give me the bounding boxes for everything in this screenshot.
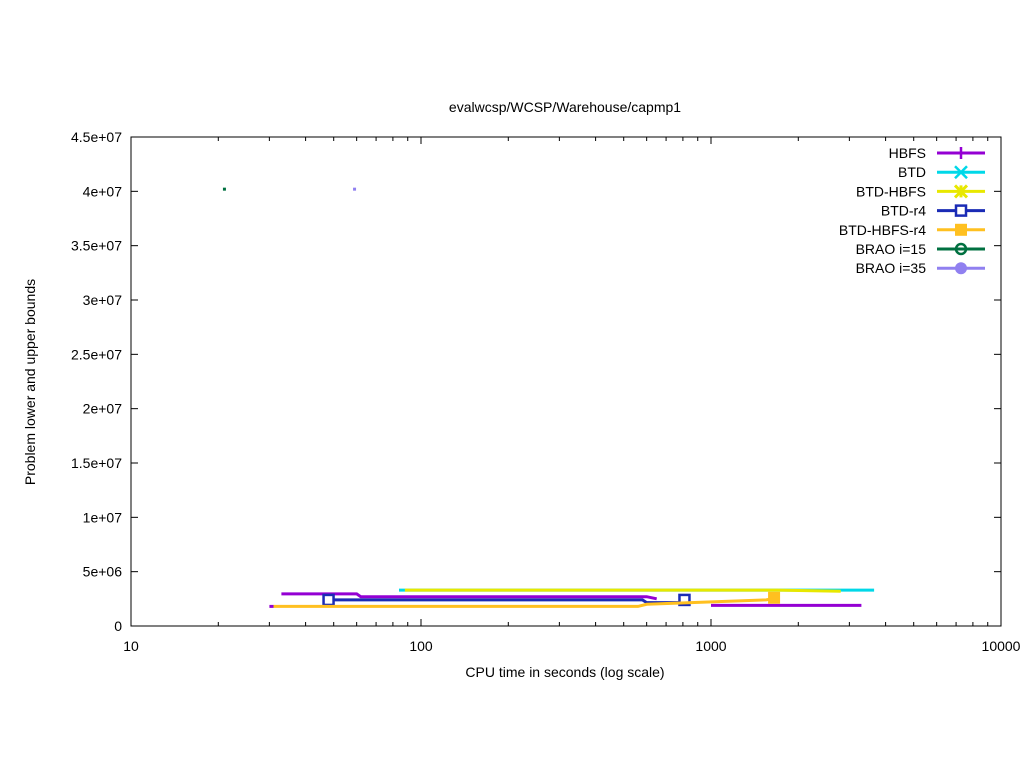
x-tick-label: 10000 [982,638,1021,654]
y-tick-label: 3e+07 [83,292,123,308]
y-tick-label: 1.5e+07 [71,455,122,471]
legend-label: HBFS [889,145,926,161]
series-line [328,598,685,605]
plot-marks [222,187,875,608]
data-point [955,223,967,236]
y-tick-label: 5e+06 [83,564,123,580]
legend-label: BTD [898,164,926,180]
legend-item: HBFS [889,145,985,161]
y-tick-label: 2.5e+07 [71,346,122,362]
data-point [955,262,967,275]
legend-item: BRAO i=15 [856,241,985,257]
y-tick-label: 1e+07 [83,509,123,525]
x-tick-label: 10 [123,638,139,654]
y-tick-label: 3.5e+07 [71,238,122,254]
legend-label: BTD-HBFS-r4 [839,222,926,238]
data-point [954,165,968,180]
data-point [678,593,691,607]
chart-title: evalwcsp/WCSP/Warehouse/capmp1 [449,99,681,115]
series-line [281,592,658,601]
data-point [953,184,969,199]
x-axis: 10 100 1000 10000 [123,137,1021,654]
series-6 [353,187,357,191]
series-4 [273,591,781,608]
data-point [954,242,968,256]
x-tick-label: 100 [409,638,433,654]
data-point [768,591,781,604]
y-tick-label: 4.5e+07 [71,129,122,145]
data-point [322,593,335,607]
legend-label: BTD-HBFS [856,183,926,199]
series-5 [222,187,226,191]
y-axis-label: Problem lower and upper bounds [22,279,38,485]
legend-label: BRAO i=35 [856,260,927,276]
legend-item: BRAO i=35 [856,260,985,276]
legend-item: BTD-HBFS [856,183,985,199]
legend-label: BTD-r4 [881,203,926,219]
data-point [222,187,226,191]
y-tick-label: 4e+07 [83,183,123,199]
x-axis-label: CPU time in seconds (log scale) [465,664,664,680]
legend-item: BTD-HBFS-r4 [839,222,985,238]
y-axis: 0 5e+06 1e+07 1.5e+07 2e+07 2.5e+07 3e+07 3.5e+… [71,129,1001,634]
legend-item: BTD [898,164,985,180]
legend-label: BRAO i=15 [856,241,927,257]
data-point [955,147,967,159]
series-2 [404,588,841,593]
plot-frame [130,136,1002,627]
x-tick-label: 1000 [695,638,726,654]
data-point [353,187,357,191]
series-line [404,588,841,593]
legend: HBFS BTD BTD-HBFS BTD-r4 BTD-HBFS-r4 BRAO i=1… [839,145,985,276]
legend-item: BTD-r4 [881,203,985,219]
y-tick-label: 0 [114,618,122,634]
y-tick-label: 2e+07 [83,401,123,417]
data-point [954,204,968,217]
